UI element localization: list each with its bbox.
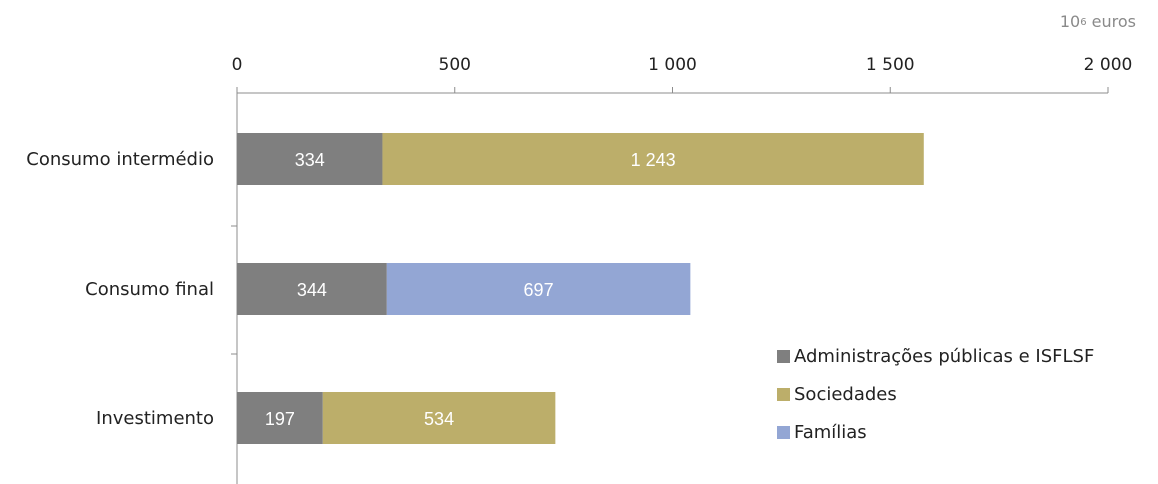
data-label: 197 [265, 409, 295, 429]
legend-swatch [777, 426, 790, 439]
bar-segment [237, 392, 323, 444]
legend-swatch [777, 350, 790, 363]
x-tick-label: 0 [232, 55, 243, 75]
legend-swatch [777, 388, 790, 401]
category-label: Investimento [96, 408, 214, 429]
x-tick-label: 2 000 [1084, 55, 1133, 75]
x-tick-label: 1 000 [648, 55, 697, 75]
bar-segment [237, 133, 383, 185]
data-label: 334 [295, 150, 325, 170]
category-label: Consumo final [85, 279, 214, 300]
category-label: Consumo intermédio [26, 149, 214, 170]
data-label: 534 [424, 409, 454, 429]
legend: Administrações públicas e ISFLSF Sociedad… [777, 346, 1094, 443]
legend-label: Famílias [794, 422, 867, 443]
bar-segment [237, 263, 387, 315]
data-label: 344 [297, 280, 327, 300]
bar-segment [386, 263, 691, 315]
x-tick-label: 500 [439, 55, 471, 75]
legend-label: Administrações públicas e ISFLSF [794, 346, 1094, 367]
data-label: 697 [524, 280, 554, 300]
bar-segment [382, 133, 924, 185]
bar-labels: 334 1 243 344 697 197 534 [265, 150, 676, 429]
unit-label: 106 euros [1059, 12, 1136, 31]
bars [237, 133, 924, 444]
data-label: 1 243 [631, 150, 676, 170]
legend-label: Sociedades [794, 384, 897, 405]
bar-segment [322, 392, 556, 444]
x-tick-label: 1 500 [866, 55, 915, 75]
